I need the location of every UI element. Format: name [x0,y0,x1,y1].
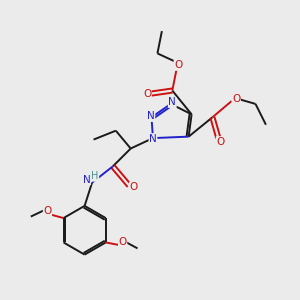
Text: O: O [130,182,138,192]
Text: N: N [149,134,157,144]
Text: N: N [168,98,176,107]
Text: O: O [232,94,240,104]
Text: O: O [143,88,151,98]
Text: O: O [118,237,127,248]
Text: O: O [174,60,182,70]
Text: O: O [216,137,225,147]
Text: H: H [91,171,99,181]
Text: N: N [83,175,91,185]
Text: N: N [147,111,155,122]
Text: O: O [43,206,52,216]
